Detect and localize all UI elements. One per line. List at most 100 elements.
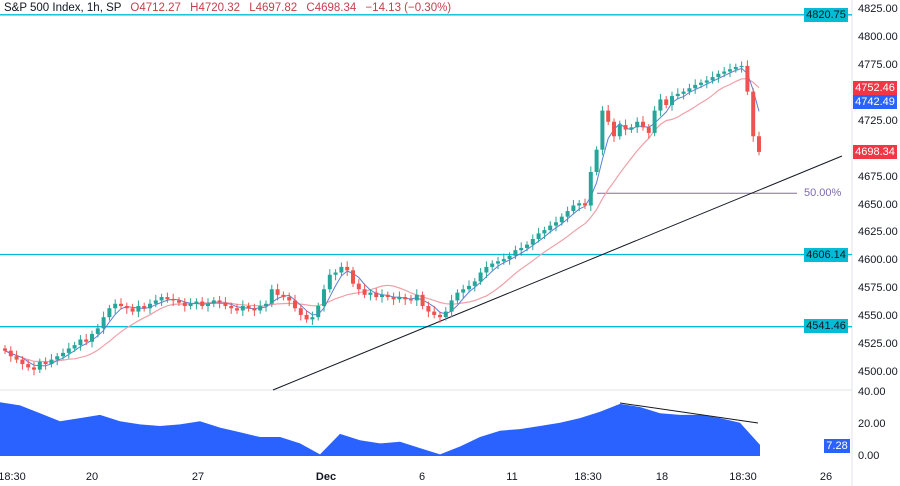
candle-body	[641, 121, 645, 128]
candle-body	[90, 333, 94, 342]
candle-body	[339, 266, 344, 273]
candle-body	[542, 230, 547, 234]
candle-body	[26, 364, 31, 368]
time-tick: 26	[819, 471, 833, 483]
time-tick: 18:30	[729, 471, 757, 483]
candle-body	[391, 297, 396, 300]
candle-body	[20, 359, 25, 365]
candle-body	[148, 303, 152, 309]
candle-body	[548, 225, 553, 231]
candle-body	[130, 308, 135, 312]
candle-body	[368, 292, 373, 295]
candle-body	[72, 345, 77, 349]
candle-body	[316, 306, 321, 318]
price-tick: 4725.00	[858, 114, 898, 127]
candle-body	[571, 205, 576, 212]
candle-body	[43, 361, 48, 365]
candle-body	[675, 93, 680, 97]
divergence-line	[619, 402, 759, 424]
candle-body	[95, 328, 100, 334]
change-value: −14.13 (−0.30%)	[365, 2, 452, 14]
candle-body	[612, 121, 616, 137]
candle-body	[3, 348, 7, 351]
candle-body	[8, 350, 13, 357]
candle-body	[554, 222, 558, 226]
price-tick: 4800.00	[858, 31, 898, 43]
candle-body	[600, 110, 605, 150]
candle-body	[635, 121, 640, 128]
candle-body	[37, 361, 42, 370]
level-tag-mid: 4606.14	[804, 248, 848, 262]
time-tick: 20	[85, 471, 99, 483]
price-tick: 4600.00	[858, 254, 898, 267]
candle-body	[623, 125, 628, 130]
candle-body	[55, 356, 60, 360]
candle-body	[693, 84, 698, 89]
price-tick: 4650.00	[858, 198, 898, 211]
osc-value-tag: 7.28	[824, 439, 850, 453]
candle-body	[519, 247, 524, 251]
level-tag-top: 4820.75	[804, 8, 848, 22]
candle-body	[200, 301, 205, 307]
price-tick: 4625.00	[858, 226, 898, 239]
time-tick: 27	[191, 471, 205, 483]
candle-body	[722, 71, 727, 74]
candle-body	[124, 306, 129, 309]
candle-body	[159, 297, 164, 301]
candle-body	[287, 297, 292, 301]
candle-body	[177, 300, 181, 303]
candle-body	[443, 311, 448, 318]
candle-body	[374, 292, 379, 298]
time-tick: 18:30	[0, 471, 26, 483]
candle-body	[745, 65, 750, 92]
candle-body	[420, 294, 425, 307]
candle-body	[362, 289, 367, 295]
candle-body	[588, 172, 593, 206]
candle-body	[327, 274, 332, 290]
candle-body	[670, 96, 674, 106]
candle-body	[507, 255, 512, 260]
candle-body	[49, 359, 54, 365]
candle-body	[646, 127, 651, 133]
candle-body	[356, 283, 361, 290]
candle-body	[739, 65, 744, 68]
candle-body	[478, 272, 483, 282]
price-tick: 4675.00	[858, 170, 898, 183]
candle-body	[403, 297, 408, 300]
osc-tick: 0.00	[858, 450, 880, 462]
candle-body	[310, 317, 315, 320]
candle-body	[246, 306, 251, 309]
candle-body	[275, 289, 280, 295]
candle-body	[153, 300, 158, 304]
candle-body	[223, 302, 228, 307]
slow-moving-average-line	[4, 78, 760, 363]
osc-tick: 40.00	[858, 386, 886, 398]
fib-50-label: 50.00%	[804, 187, 842, 199]
fast-moving-average-line	[4, 67, 760, 367]
candle-body	[142, 306, 147, 309]
candle-body	[594, 149, 599, 173]
candle-body	[351, 270, 355, 284]
candle-body	[565, 211, 570, 217]
candle-body	[606, 110, 611, 122]
high-value: H4720.32	[190, 2, 241, 14]
candle-body	[716, 73, 721, 78]
candle-body	[333, 272, 338, 275]
candle-body	[438, 314, 442, 318]
candle-body	[751, 91, 756, 137]
candle-body	[699, 82, 703, 85]
candle-body	[281, 294, 286, 298]
candle-body	[32, 367, 36, 370]
candle-body	[432, 311, 437, 315]
candle-body	[525, 244, 529, 248]
candle-body	[188, 303, 193, 307]
candle-body	[687, 88, 692, 92]
candle-body	[171, 299, 176, 301]
candle-body	[78, 339, 83, 346]
low-value: L4697.82	[249, 2, 298, 14]
candle-body	[513, 250, 518, 256]
candle-body	[629, 127, 634, 130]
candle-body	[61, 352, 65, 357]
candle-body	[269, 289, 274, 304]
